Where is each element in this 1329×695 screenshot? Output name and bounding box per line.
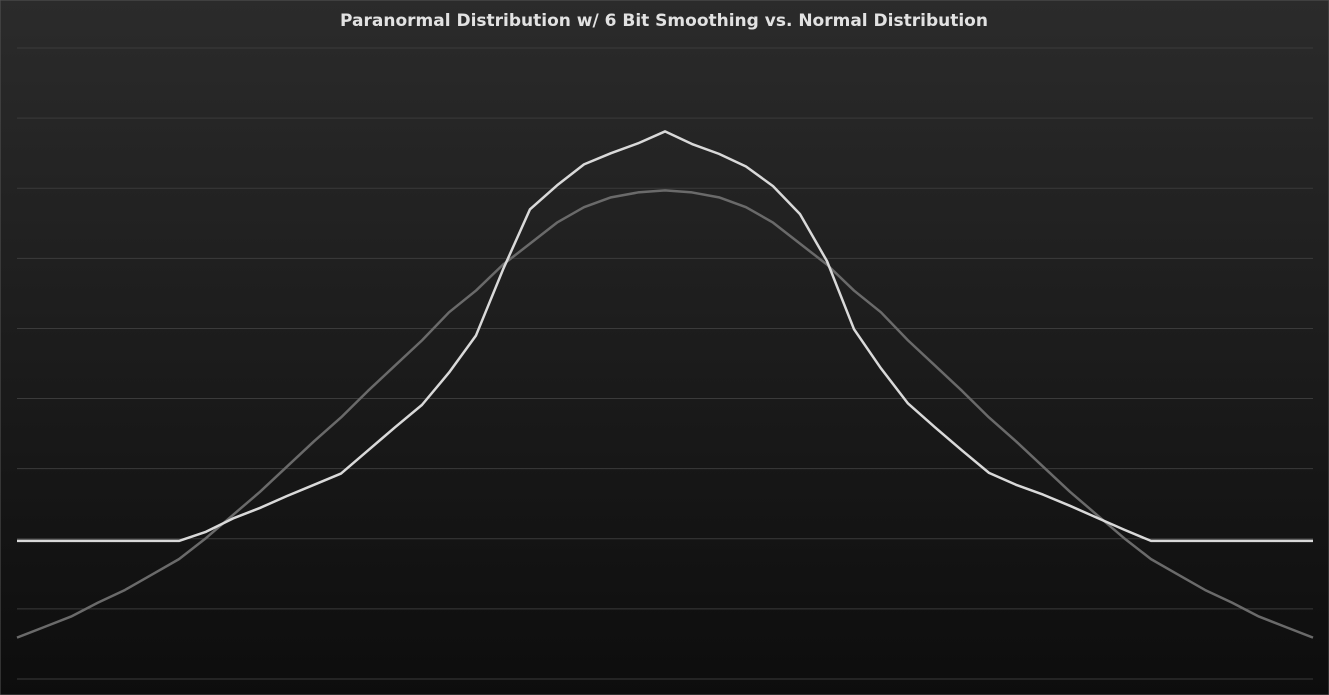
data-line (16, 189, 1314, 639)
chart-title: Paranormal Distribution w/ 6 Bit Smoothi… (340, 11, 988, 31)
data-line (17, 130, 1313, 543)
